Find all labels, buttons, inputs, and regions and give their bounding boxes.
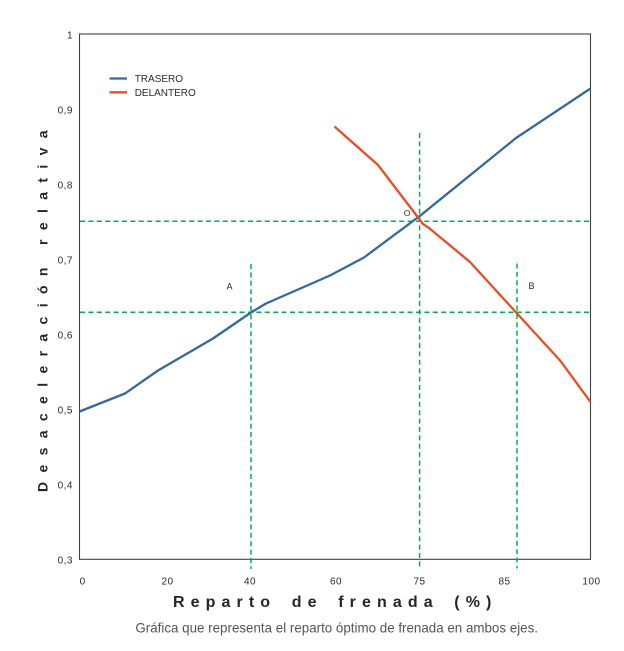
svg-text:0,7: 0,7 [58,256,73,267]
svg-text:0,6: 0,6 [58,331,73,342]
svg-text:0,9: 0,9 [58,106,73,117]
svg-text:TRASERO: TRASERO [135,74,184,85]
svg-text:75: 75 [413,576,425,587]
svg-text:100: 100 [582,576,600,587]
svg-text:20: 20 [161,576,173,587]
svg-text:0,4: 0,4 [58,481,73,492]
svg-text:0: 0 [80,576,86,587]
svg-text:60: 60 [330,576,342,587]
svg-text:0,8: 0,8 [58,181,73,192]
svg-text:1: 1 [67,31,73,42]
svg-text:O: O [404,208,411,218]
svg-text:Gráfica que representa el repa: Gráfica que representa el reparto óptimo… [135,620,538,636]
svg-text:A: A [226,282,232,292]
svg-text:DELANTERO: DELANTERO [135,88,196,99]
svg-text:0,5: 0,5 [58,406,73,417]
svg-text:0,3: 0,3 [58,556,73,567]
svg-text:Reparto de frenada (%): Reparto de frenada (%) [173,594,498,611]
svg-text:85: 85 [498,576,510,587]
svg-text:40: 40 [244,576,256,587]
svg-text:B: B [528,281,534,291]
svg-text:Desaceleración relativa: Desaceleración relativa [34,121,50,492]
